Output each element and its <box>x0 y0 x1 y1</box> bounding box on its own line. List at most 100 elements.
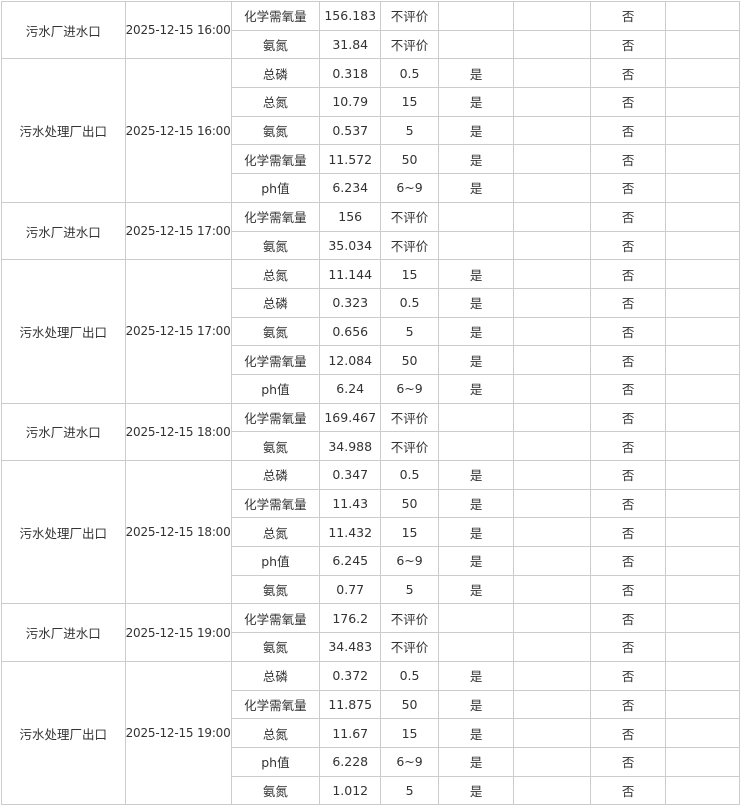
blank-cell <box>513 402 592 433</box>
limit-cell: 不评价 <box>380 603 439 634</box>
table-row: 污水厂进水口 2025-12-15 19:00 化学需氧量 176.2 不评价否 <box>1 603 740 662</box>
blank-cell <box>513 316 592 347</box>
table-row: 污水处理厂出口 2025-12-15 17:00 总氮 11.144 15 是否 <box>1 259 740 404</box>
empty-cell <box>664 660 740 691</box>
limit-cell: 15 <box>380 718 439 748</box>
blank-cell <box>513 689 592 720</box>
parameter-cell: 氨氮 <box>230 775 321 806</box>
empty-cell <box>664 574 740 605</box>
blank-cell <box>513 1 592 31</box>
compliant-cell: 是 <box>437 345 515 375</box>
table-row: 氨氮 34.988 不评价 否 <box>2 431 740 461</box>
table-row: 污水厂进水口 2025-12-15 18:00 化学需氧量 169.467 不评价否 <box>1 402 740 462</box>
compliant-cell: 是 <box>437 718 515 748</box>
table-row: ph值 6.234 6~9 是 否 <box>2 173 740 203</box>
parameter-cell: 化学需氧量 <box>230 144 321 175</box>
time-cell: 2025-12-15 17:00 <box>124 201 232 261</box>
value-cell: 11.43 <box>319 488 382 519</box>
exceeded-cell: 否 <box>590 746 666 777</box>
value-cell: 6.228 <box>319 746 382 777</box>
parameter-cell: ph值 <box>230 746 321 777</box>
empty-cell <box>664 173 740 203</box>
blank-cell <box>513 373 592 404</box>
exceeded-cell: 否 <box>590 632 666 662</box>
parameter-cell: 总氮 <box>230 259 321 289</box>
blank-cell <box>513 603 592 634</box>
empty-cell <box>664 517 740 548</box>
empty-cell <box>664 546 740 576</box>
compliant-cell <box>437 230 515 261</box>
value-cell: 34.483 <box>319 632 382 662</box>
value-cell: 34.988 <box>319 431 382 461</box>
value-cell: 11.144 <box>319 259 382 289</box>
exceeded-cell: 否 <box>590 58 666 89</box>
blank-cell <box>513 58 592 89</box>
parameter-cell: ph值 <box>230 373 321 404</box>
site-cell: 污水厂进水口 <box>1 0 126 60</box>
parameter-cell: 氨氮 <box>230 431 321 461</box>
compliant-cell: 是 <box>437 259 515 289</box>
blank-cell <box>513 746 592 777</box>
parameter-cell: 氨氮 <box>230 316 321 347</box>
compliant-cell: 是 <box>437 517 515 548</box>
exceeded-cell: 否 <box>590 1 666 31</box>
blank-cell <box>513 546 592 576</box>
value-cell: 0.656 <box>319 316 382 347</box>
value-cell: 6.24 <box>319 373 382 404</box>
empty-cell <box>664 58 740 89</box>
compliant-cell <box>437 632 515 662</box>
exceeded-cell: 否 <box>590 574 666 605</box>
value-cell: 6.245 <box>319 546 382 576</box>
compliant-cell: 是 <box>437 144 515 175</box>
site-cell: 污水处理厂出口 <box>1 259 126 404</box>
limit-cell: 6~9 <box>380 546 439 576</box>
table-row: 氨氮 34.483 不评价 否 <box>2 632 740 662</box>
compliant-cell: 是 <box>437 173 515 203</box>
limit-cell: 5 <box>380 316 439 347</box>
exceeded-cell: 否 <box>590 431 666 461</box>
exceeded-cell: 否 <box>590 287 666 318</box>
compliant-cell: 是 <box>437 87 515 117</box>
empty-cell <box>664 259 740 289</box>
exceeded-cell: 否 <box>590 689 666 720</box>
compliant-cell: 是 <box>437 316 515 347</box>
blank-cell <box>513 173 592 203</box>
limit-cell: 5 <box>380 115 439 146</box>
exceeded-cell: 否 <box>590 144 666 175</box>
blank-cell <box>513 115 592 146</box>
site-cell: 污水处理厂出口 <box>1 58 126 203</box>
value-cell: 156.183 <box>319 1 382 31</box>
blank-cell <box>513 29 592 60</box>
exceeded-cell: 否 <box>590 603 666 634</box>
exceeded-cell: 否 <box>590 546 666 576</box>
blank-cell <box>513 144 592 175</box>
limit-cell: 5 <box>380 574 439 605</box>
empty-cell <box>664 775 740 806</box>
blank-cell <box>513 345 592 375</box>
compliant-cell <box>437 402 515 433</box>
value-cell: 0.318 <box>319 58 382 89</box>
table-row: 总氮 11.432 15 是 否 <box>2 517 740 548</box>
value-cell: 0.323 <box>319 287 382 318</box>
parameter-cell: 化学需氧量 <box>230 345 321 375</box>
table-row: 污水处理厂出口 2025-12-15 19:00 总磷 0.372 0.5 是否 <box>1 660 740 806</box>
empty-cell <box>664 115 740 146</box>
limit-cell: 不评价 <box>380 230 439 261</box>
limit-cell: 不评价 <box>380 431 439 461</box>
limit-cell: 0.5 <box>380 460 439 490</box>
site-cell: 污水处理厂出口 <box>1 459 126 605</box>
compliant-cell: 是 <box>437 287 515 318</box>
value-cell: 35.034 <box>319 230 382 261</box>
limit-cell: 50 <box>380 345 439 375</box>
empty-cell <box>664 632 740 662</box>
value-cell: 6.234 <box>319 173 382 203</box>
value-cell: 169.467 <box>319 402 382 433</box>
limit-cell: 5 <box>380 775 439 806</box>
value-cell: 0.537 <box>319 115 382 146</box>
value-cell: 11.572 <box>319 144 382 175</box>
blank-cell <box>513 460 592 490</box>
empty-cell <box>664 488 740 519</box>
parameter-cell: 总氮 <box>230 517 321 548</box>
time-cell: 2025-12-15 19:00 <box>124 603 232 662</box>
compliant-cell: 是 <box>437 689 515 720</box>
